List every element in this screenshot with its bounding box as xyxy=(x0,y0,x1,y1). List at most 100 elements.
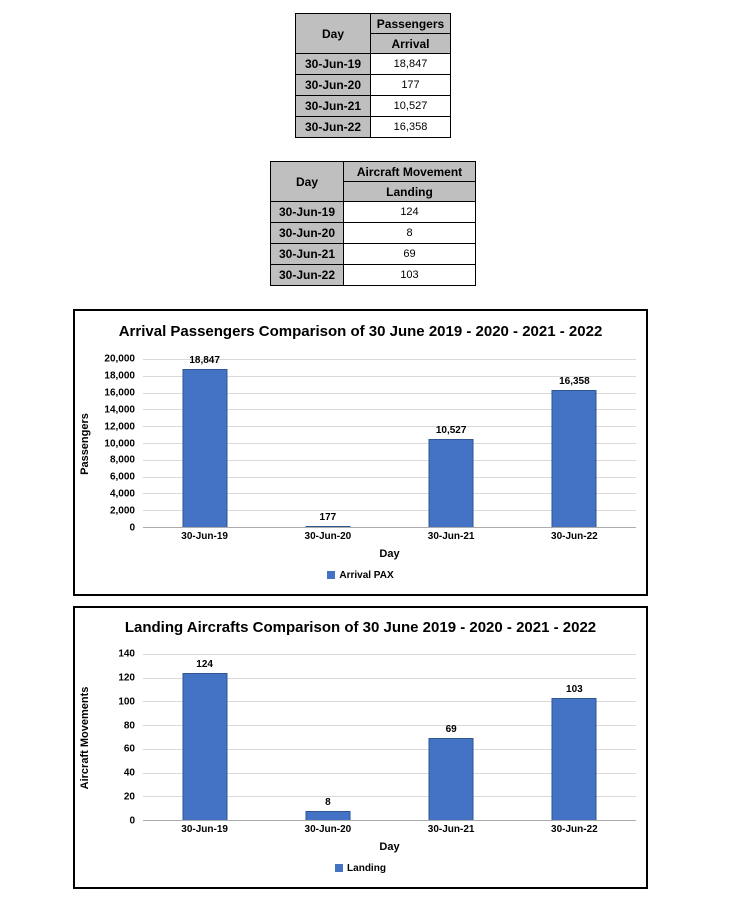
y-tick-label: 8,000 xyxy=(109,454,135,466)
bar xyxy=(428,738,474,820)
table-row: 30-Jun-19 18,847 xyxy=(295,53,451,75)
bar-slot: 69 xyxy=(390,654,513,820)
day-column-header: Day xyxy=(295,13,371,54)
table-header-row: Day Aircraft Movement xyxy=(270,161,476,202)
day-column-header: Day xyxy=(270,161,344,202)
bar-slot: 103 xyxy=(513,654,636,820)
y-tick-label: 4,000 xyxy=(109,488,135,500)
chart-title: Arrival Passengers Comparison of 30 June… xyxy=(118,322,603,340)
y-tick-label: 10,000 xyxy=(104,438,135,449)
day-cell: 30-Jun-21 xyxy=(270,243,344,265)
table-row: 30-Jun-22 103 xyxy=(270,264,476,286)
gridline xyxy=(143,701,636,703)
table-row: 30-Jun-22 16,358 xyxy=(295,116,451,138)
gridline xyxy=(143,375,636,377)
table-subheader-row: Landing xyxy=(271,181,476,202)
y-axis-title: Aircraft Movements xyxy=(79,686,91,789)
data-label: 10,527 xyxy=(435,424,467,436)
bar-slot: 8 xyxy=(266,654,389,820)
aircraft-movement-table: Day Aircraft Movement Landing 30-Jun-19 1… xyxy=(270,161,476,286)
bar-series: 124 8 69 103 xyxy=(143,654,636,820)
y-tick-label: 80 xyxy=(123,720,135,732)
legend-marker-icon xyxy=(335,864,344,872)
bar xyxy=(428,438,474,527)
table-row: 30-Jun-20 177 xyxy=(295,74,451,96)
gridline xyxy=(143,493,636,495)
y-tick-label: 100 xyxy=(118,696,135,708)
y-tick-label: 12,000 xyxy=(104,421,135,433)
legend-marker-icon xyxy=(327,571,336,579)
data-label: 124 xyxy=(196,658,213,670)
bar-series: 18,847 177 10,527 16,358 xyxy=(143,355,636,527)
value-cell: 69 xyxy=(343,243,476,265)
chart-title: Landing Aircrafts Comparison of 30 June … xyxy=(124,618,597,636)
gridline xyxy=(143,748,636,750)
day-cell: 30-Jun-19 xyxy=(295,53,371,75)
table-row: 30-Jun-20 8 xyxy=(270,222,476,244)
x-tick-label: 30-Jun-22 xyxy=(551,531,598,542)
x-tick-label: 30-Jun-21 xyxy=(427,531,475,542)
y-tick-label: 2,000 xyxy=(109,505,135,517)
value-cell: 103 xyxy=(343,264,476,286)
passengers-table: Day Passengers Arrival 30-Jun-19 18,847 30… xyxy=(295,13,451,138)
data-label: 16,358 xyxy=(559,375,590,387)
day-cell: 30-Jun-21 xyxy=(295,95,371,117)
bar xyxy=(182,368,228,527)
y-tick-label: 16,000 xyxy=(104,387,135,399)
value-cell: 16,358 xyxy=(370,116,451,138)
data-label: 177 xyxy=(319,511,337,523)
gridline xyxy=(143,359,636,360)
y-tick-label: 6,000 xyxy=(109,471,135,483)
gridline xyxy=(143,725,636,727)
value-cell: 18,847 xyxy=(370,53,451,75)
legend: Arrival PAX xyxy=(75,562,646,588)
gridline xyxy=(143,459,636,461)
x-tick-label: 30-Jun-22 xyxy=(551,824,598,835)
y-tick-label: 140 xyxy=(118,648,135,660)
group-column-header: Aircraft Movement xyxy=(343,161,476,182)
y-tick-label: 18,000 xyxy=(104,370,135,382)
x-tick-label: 30-Jun-21 xyxy=(427,824,475,835)
value-cell: 124 xyxy=(343,201,476,223)
data-label: 18,847 xyxy=(189,354,220,366)
bar xyxy=(182,672,228,820)
arrival-passengers-chart: Arrival Passengers Comparison of 30 June… xyxy=(73,309,648,596)
x-axis-title: Day xyxy=(379,840,400,853)
bar-slot: 124 xyxy=(143,654,266,820)
x-tick-label: 30-Jun-19 xyxy=(181,531,228,542)
data-label: 69 xyxy=(445,724,457,736)
plot-area: 18,847 177 10,527 16,358 xyxy=(143,355,636,528)
x-axis-title: Day xyxy=(379,547,400,560)
bar xyxy=(551,389,597,527)
y-axis-ticks: 140 120 100 80 60 40 20 0 xyxy=(95,649,143,827)
day-cell: 30-Jun-20 xyxy=(295,74,371,96)
table-row: 30-Jun-21 10,527 xyxy=(295,95,451,117)
day-cell: 30-Jun-22 xyxy=(295,116,371,138)
y-tick-label: 60 xyxy=(123,743,135,755)
legend-label: Arrival PAX xyxy=(339,569,394,581)
x-tick-label: 30-Jun-19 xyxy=(181,824,228,835)
gridline xyxy=(143,426,636,428)
y-tick-label: 40 xyxy=(123,767,135,779)
table-row: 30-Jun-19 124 xyxy=(270,201,476,223)
x-axis-ticks: 30-Jun-19 30-Jun-20 30-Jun-21 30-Jun-22 xyxy=(143,821,636,838)
x-axis-ticks: 30-Jun-19 30-Jun-20 30-Jun-21 30-Jun-22 xyxy=(143,528,636,545)
value-cell: 10,527 xyxy=(370,95,451,117)
y-axis-ticks: 20,000 18,000 16,000 14,000 12,000 10,000 8,00… xyxy=(95,354,143,534)
day-cell: 30-Jun-19 xyxy=(270,201,344,223)
y-tick-label: 14,000 xyxy=(104,404,135,416)
gridline xyxy=(143,796,636,798)
data-label: 8 xyxy=(325,796,331,808)
plot-area: 124 8 69 103 xyxy=(143,654,636,821)
value-cell: 177 xyxy=(370,74,451,96)
legend: Landing xyxy=(75,855,646,881)
bar-slot: 177 xyxy=(266,359,389,527)
gridline xyxy=(143,392,636,394)
gridline xyxy=(143,654,636,655)
y-axis-title: Passengers xyxy=(79,412,91,475)
legend-label: Landing xyxy=(347,862,386,874)
table-row: 30-Jun-21 69 xyxy=(270,243,476,265)
group-column-header: Passengers xyxy=(370,13,451,34)
gridline xyxy=(143,772,636,774)
